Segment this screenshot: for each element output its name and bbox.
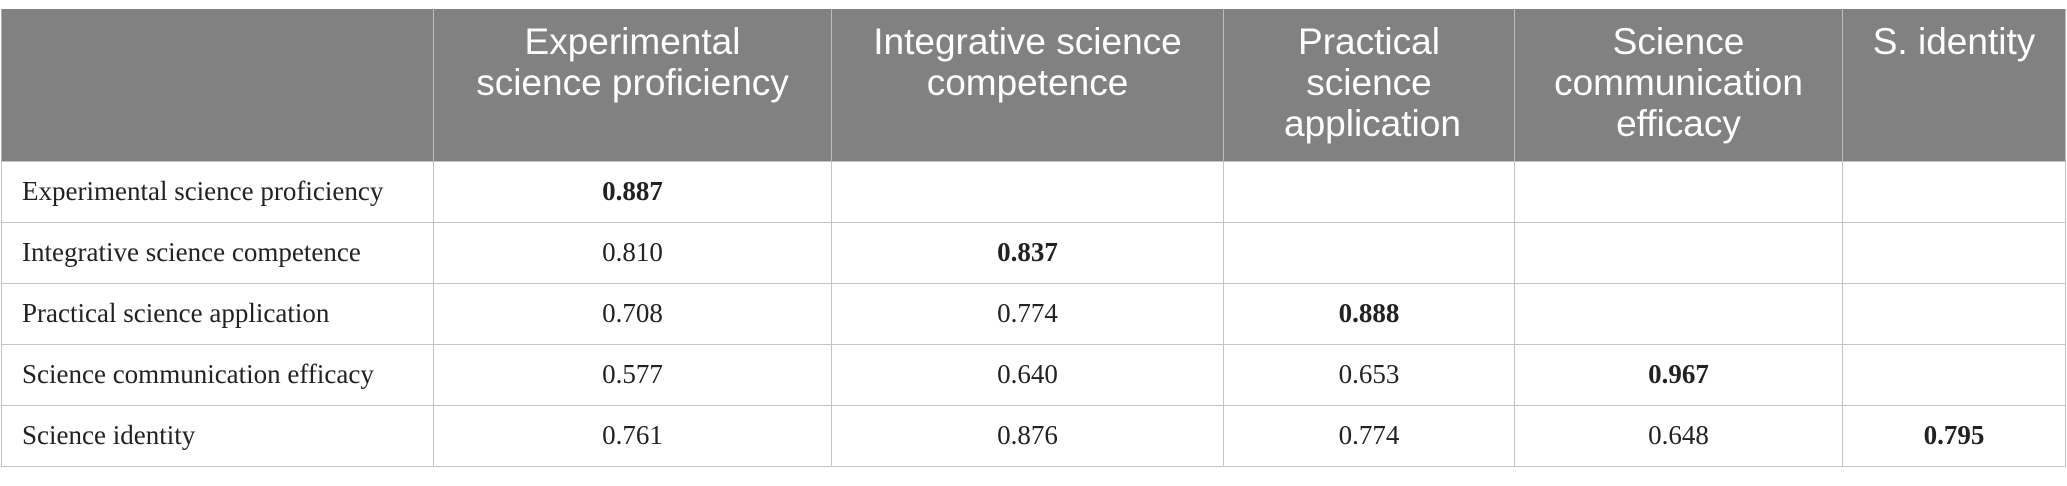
table-cell: 0.708 — [433, 282, 832, 345]
table-cell: 0.967 — [1514, 343, 1843, 406]
table-cell — [1842, 282, 2066, 345]
table-cell: 0.887 — [433, 160, 832, 223]
table-cell: 0.876 — [831, 404, 1224, 467]
table-cell — [1842, 221, 2066, 284]
table-header: Experimental science proficiency Integra… — [1, 9, 2066, 161]
header-row: Experimental science proficiency Integra… — [1, 9, 2066, 161]
table-cell: 0.648 — [1514, 404, 1843, 467]
header-corner — [1, 9, 434, 161]
header-practical-science-application: Practical science application — [1223, 9, 1515, 161]
table-cell — [1223, 160, 1515, 223]
row-label: Science communication efficacy — [1, 343, 434, 406]
table-cell: 0.577 — [433, 343, 832, 406]
row-label: Practical science application — [1, 282, 434, 345]
table-cell: 0.640 — [831, 343, 1224, 406]
table-row: Practical science application 0.708 0.77… — [1, 282, 2066, 345]
table-body: Experimental science proficiency 0.887 I… — [1, 160, 2066, 467]
header-science-identity: S. identity — [1842, 9, 2066, 161]
table-cell — [1842, 343, 2066, 406]
header-science-communication-efficacy: Science communication efficacy — [1514, 9, 1843, 161]
table-cell: 0.888 — [1223, 282, 1515, 345]
header-integrative-science-competence: Integrative science competence — [831, 9, 1224, 161]
table-cell: 0.810 — [433, 221, 832, 284]
table-cell — [1842, 160, 2066, 223]
row-label: Science identity — [1, 404, 434, 467]
table-cell: 0.837 — [831, 221, 1224, 284]
table-cell: 0.774 — [831, 282, 1224, 345]
table-cell — [1514, 282, 1843, 345]
table-cell — [831, 160, 1224, 223]
table-cell: 0.653 — [1223, 343, 1515, 406]
row-label: Experimental science proficiency — [1, 160, 434, 223]
table-cell: 0.761 — [433, 404, 832, 467]
table-cell — [1223, 221, 1515, 284]
table-cell: 0.795 — [1842, 404, 2066, 467]
table-cell — [1514, 160, 1843, 223]
table-cell — [1514, 221, 1843, 284]
row-label: Integrative science competence — [1, 221, 434, 284]
table-row: Science communication efficacy 0.577 0.6… — [1, 343, 2066, 406]
table-row: Integrative science competence 0.810 0.8… — [1, 221, 2066, 284]
correlation-table: Experimental science proficiency Integra… — [1, 9, 2066, 467]
header-experimental-science-proficiency: Experimental science proficiency — [433, 9, 832, 161]
table-row: Science identity 0.761 0.876 0.774 0.648… — [1, 404, 2066, 467]
table-cell: 0.774 — [1223, 404, 1515, 467]
table-row: Experimental science proficiency 0.887 — [1, 160, 2066, 223]
